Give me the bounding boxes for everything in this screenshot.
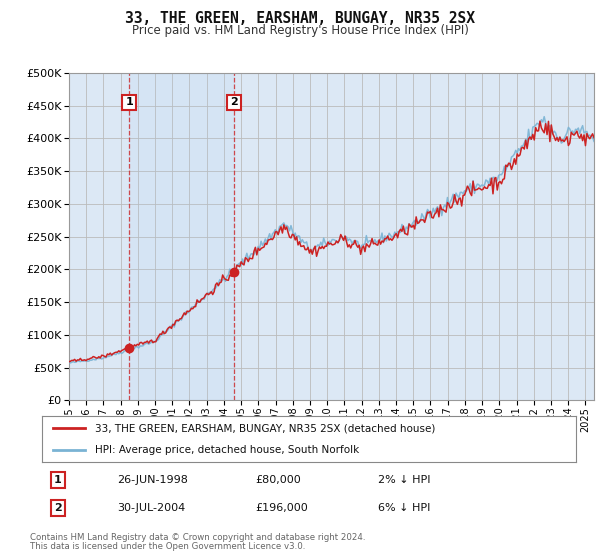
Text: Price paid vs. HM Land Registry's House Price Index (HPI): Price paid vs. HM Land Registry's House … [131, 24, 469, 36]
Text: 2: 2 [230, 97, 238, 108]
Text: 33, THE GREEN, EARSHAM, BUNGAY, NR35 2SX: 33, THE GREEN, EARSHAM, BUNGAY, NR35 2SX [125, 11, 475, 26]
Text: £80,000: £80,000 [256, 475, 301, 484]
Text: This data is licensed under the Open Government Licence v3.0.: This data is licensed under the Open Gov… [30, 542, 305, 551]
Text: 6% ↓ HPI: 6% ↓ HPI [379, 503, 431, 513]
Text: £196,000: £196,000 [256, 503, 308, 513]
Text: HPI: Average price, detached house, South Norfolk: HPI: Average price, detached house, Sout… [95, 445, 359, 455]
Text: 2: 2 [54, 503, 62, 513]
Text: 26-JUN-1998: 26-JUN-1998 [117, 475, 188, 484]
Text: 33, THE GREEN, EARSHAM, BUNGAY, NR35 2SX (detached house): 33, THE GREEN, EARSHAM, BUNGAY, NR35 2SX… [95, 423, 436, 433]
Text: 1: 1 [54, 475, 62, 484]
Bar [129, 73, 234, 400]
Text: Contains HM Land Registry data © Crown copyright and database right 2024.: Contains HM Land Registry data © Crown c… [30, 533, 365, 542]
Text: 30-JUL-2004: 30-JUL-2004 [117, 503, 185, 513]
Text: 2% ↓ HPI: 2% ↓ HPI [379, 475, 431, 484]
Text: 1: 1 [125, 97, 133, 108]
